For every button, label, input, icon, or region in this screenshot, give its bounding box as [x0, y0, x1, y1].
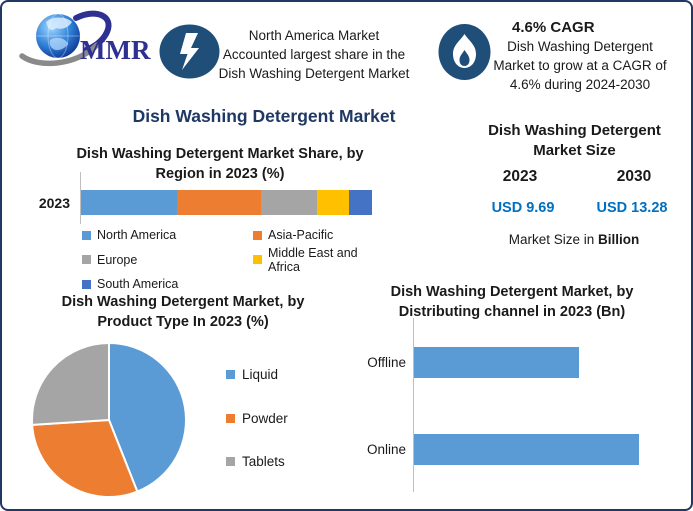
region-legend-swatch-europe — [82, 255, 91, 264]
pie-legend-swatch-liquid — [226, 370, 235, 379]
region-bar-segment-south-america — [348, 190, 372, 215]
pie-legend-item-liquid: Liquid — [226, 367, 278, 382]
region-bar-segment-middle-east-and-africa — [316, 190, 349, 215]
globe-meridian — [47, 13, 69, 59]
pie-legend-label: Powder — [242, 411, 288, 426]
logo-text: MMR — [80, 35, 151, 65]
pie-slice-powder — [31, 419, 139, 498]
region-legend-item-middle-east-and-africa: Middle East and Africa — [253, 246, 392, 274]
pie-legend-item-powder: Powder — [226, 411, 288, 426]
channel-chart-title: Dish Washing Detergent Market, by Distri… — [390, 284, 634, 320]
region-chart-title: Dish Washing Detergent Market Share, by … — [76, 146, 364, 182]
region-legend-item-north-america: North America — [82, 228, 253, 242]
region-legend-label: Europe — [97, 252, 138, 267]
region-legend-swatch-north-america — [82, 230, 91, 240]
region-bar-segment-north-america — [81, 190, 178, 215]
page-title: Dish Washing Detergent Market — [132, 106, 396, 126]
region-legend-label: Asia-Pacific — [268, 228, 334, 242]
market-size-value-2030: USD 13.28 — [596, 200, 668, 216]
cagr-text: Dish Washing Detergent Market to grow at… — [493, 39, 667, 92]
channel-label-online: Online — [366, 442, 406, 457]
product-type-pie — [31, 342, 187, 498]
pie-legend-label: Tablets — [242, 454, 285, 469]
cagr-title: 4.6% CAGR — [512, 19, 595, 36]
region-legend-swatch-south-america — [82, 279, 91, 289]
footnote-regular: Market Size in — [508, 232, 599, 247]
pie-chart-title: Dish Washing Detergent Market, by Produc… — [61, 294, 305, 330]
mmr-logo: MMR — [19, 10, 151, 67]
pie-legend-swatch-powder — [226, 414, 235, 423]
market-size-title: Dish Washing Detergent Market Size — [488, 122, 661, 159]
badge-ellipse — [438, 24, 491, 80]
lightning-bolt-icon — [180, 33, 199, 70]
region-legend-item-europe: Europe — [82, 246, 253, 274]
market-size-footnote: Market Size in Billion — [474, 232, 674, 247]
region-legend-swatch-asia-pacific — [253, 230, 262, 240]
pie-slice-tablets — [31, 342, 110, 426]
market-size-year-2023: 2023 — [502, 168, 538, 185]
region-legend-label: Middle East and Africa — [268, 245, 358, 274]
flame-icon — [453, 34, 476, 68]
channel-label-offline: Offline — [367, 355, 406, 370]
globe-continent — [49, 37, 68, 51]
pie-slice-liquid — [108, 342, 187, 493]
region-legend-item-south-america: South America — [82, 277, 253, 291]
pie-legend-label: Liquid — [242, 367, 279, 382]
footnote-bold: Billion — [598, 232, 640, 247]
region-legend-label: North America — [97, 228, 177, 242]
highlight-text: North America Market Accounted largest s… — [218, 28, 410, 81]
pie-legend-item-tablets: Tablets — [226, 454, 285, 469]
region-legend-swatch-middle-east-and-africa — [253, 255, 262, 264]
region-bar-segment-europe — [261, 190, 317, 215]
channel-axis-line — [413, 318, 414, 492]
channel-bar-offline — [414, 347, 579, 378]
flame-badge — [438, 24, 491, 80]
market-size-year-2030: 2030 — [616, 168, 652, 185]
logo-gray-swoosh — [19, 42, 100, 67]
region-legend-label: South America — [97, 277, 179, 291]
region-legend-item-asia-pacific: Asia-Pacific — [253, 228, 392, 242]
region-category-label: 2023 — [38, 195, 70, 211]
lightning-badge — [159, 24, 220, 79]
market-size-value-2023: USD 9.69 — [491, 200, 555, 216]
region-stacked-bar — [81, 190, 372, 215]
pie-legend-swatch-tablets — [226, 457, 235, 466]
region-axis-line — [80, 172, 81, 224]
globe-continent — [46, 17, 72, 30]
region-bar-segment-asia-pacific — [177, 190, 262, 215]
region-legend: North America Asia-Pacific Europe Middle Ea… — [82, 228, 392, 291]
channel-bar-online — [414, 434, 639, 465]
